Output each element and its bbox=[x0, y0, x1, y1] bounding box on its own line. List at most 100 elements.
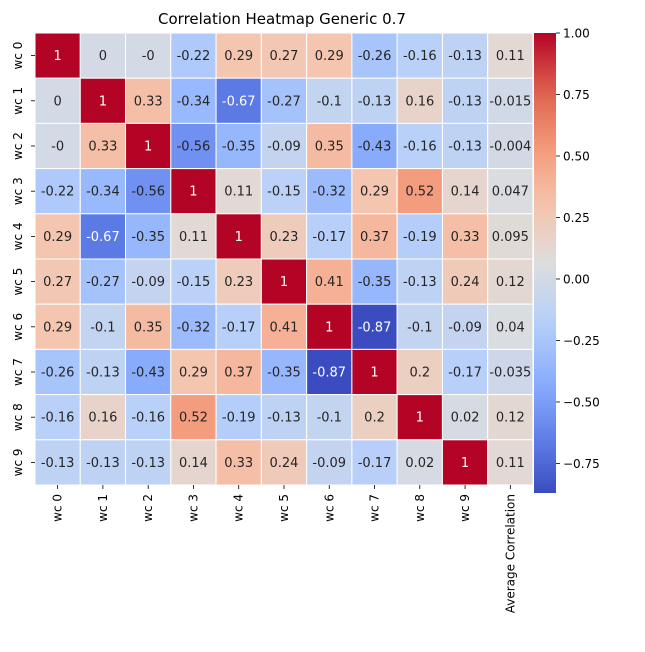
row-tick-label: wc 4 bbox=[11, 222, 25, 250]
cell-value-label: 0 bbox=[53, 94, 61, 109]
cell-value-label: 0.41 bbox=[315, 275, 344, 290]
cell-value-label: 1 bbox=[416, 411, 424, 426]
cell-value-label: -0.17 bbox=[312, 230, 346, 245]
heatmap-cell bbox=[125, 213, 172, 260]
cell-value-label: -0.56 bbox=[131, 185, 165, 200]
cell-value-label: 0.29 bbox=[43, 230, 72, 245]
cell-value-label: -0.87 bbox=[358, 320, 392, 335]
cell-value-label: 0.35 bbox=[134, 320, 163, 335]
heatmap-cell bbox=[215, 348, 262, 396]
cell-value-label: -0.34 bbox=[86, 185, 120, 200]
cell-value-label: -0.32 bbox=[312, 185, 346, 200]
colorbar-tick-label: 0.25 bbox=[563, 211, 590, 225]
heatmap-cell bbox=[34, 213, 81, 260]
row-tick-label: wc 6 bbox=[11, 313, 25, 341]
heatmap-cell bbox=[351, 32, 398, 79]
heatmap-cell bbox=[396, 213, 443, 260]
row-tick-label: wc 8 bbox=[11, 403, 25, 431]
heatmap-cell bbox=[215, 77, 262, 124]
heatmap-cell bbox=[487, 348, 534, 396]
cell-value-label: -0.09 bbox=[312, 456, 346, 471]
column-tick-label: wc 5 bbox=[277, 494, 291, 522]
cell-value-label: 0.33 bbox=[451, 230, 480, 245]
heatmap-cell bbox=[396, 168, 443, 215]
cell-value-label: 0.52 bbox=[405, 185, 434, 200]
heatmap-cell bbox=[351, 439, 398, 486]
column-tick-label: wc 8 bbox=[413, 494, 427, 522]
cell-value-label: -0.16 bbox=[41, 411, 75, 426]
cell-value-label: -0.67 bbox=[86, 230, 120, 245]
cell-value-label: -0.32 bbox=[177, 320, 211, 335]
cell-value-label: 0.23 bbox=[270, 230, 299, 245]
cell-value-label: -0.015 bbox=[489, 94, 531, 109]
cell-value-label: -0.16 bbox=[403, 49, 437, 64]
heatmap-cell bbox=[396, 303, 443, 350]
heatmap-cell bbox=[170, 213, 217, 260]
row-tick-labels: wc 0 wc 1 wc 2 wc 3 wc 4 wc 5 wc 6 wc 7 wc 8 wc 9 bbox=[11, 42, 35, 476]
chart-title: Correlation Heatmap Generic 0.7 bbox=[158, 10, 406, 28]
heatmap-cell bbox=[487, 258, 534, 305]
row-tick-label: wc 7 bbox=[11, 358, 25, 386]
cell-value-label: -0.26 bbox=[358, 49, 392, 64]
cell-value-label: -0.1 bbox=[317, 411, 342, 426]
cell-value-label: -0.035 bbox=[489, 366, 531, 381]
cell-value-label: 0.23 bbox=[224, 275, 253, 290]
column-tick-label: wc 9 bbox=[458, 494, 472, 522]
cell-value-label: 0.11 bbox=[496, 49, 525, 64]
column-tick-labels: wc 0 wc 1 wc 2 wc 3 wc 4 wc 5 wc 6 wc 7 wc 8 wc 9… bbox=[51, 485, 517, 613]
cell-value-label: 0.2 bbox=[364, 411, 385, 426]
heatmap-cell bbox=[487, 32, 534, 79]
cell-value-label: -0.56 bbox=[177, 140, 211, 155]
cell-value-label: -0.15 bbox=[267, 185, 301, 200]
cell-value-label: -0.13 bbox=[448, 94, 482, 109]
colorbar-tick-label: 0.50 bbox=[563, 149, 590, 163]
cell-value-label: 0.29 bbox=[43, 320, 72, 335]
cell-value-label: -0.17 bbox=[222, 320, 256, 335]
heatmap-cell bbox=[34, 394, 81, 441]
cell-value-label: -0.13 bbox=[86, 366, 120, 381]
heatmap-cell bbox=[441, 168, 489, 215]
heatmap-cell bbox=[441, 77, 489, 124]
cell-value-label: 1 bbox=[280, 275, 288, 290]
heatmap-cell bbox=[260, 213, 308, 260]
heatmap-cell bbox=[125, 439, 172, 486]
cell-value-label: 0.27 bbox=[43, 275, 72, 290]
column-tick-label: wc 2 bbox=[141, 494, 155, 522]
heatmap-cell bbox=[487, 394, 534, 441]
colorbar-tick-label: 0.00 bbox=[563, 272, 590, 286]
heatmap-cell bbox=[79, 348, 127, 396]
cell-value-label: -0.27 bbox=[86, 275, 120, 290]
cell-value-label: 0.02 bbox=[451, 411, 480, 426]
cell-value-label: 0.29 bbox=[315, 49, 344, 64]
cell-value-label: -0.13 bbox=[41, 456, 75, 471]
colorbar-tick-label: −0.25 bbox=[563, 334, 600, 348]
heatmap-cell bbox=[396, 258, 443, 305]
heatmap-cell bbox=[396, 77, 443, 124]
column-tick-label: wc 1 bbox=[96, 494, 110, 522]
cell-value-label: 0.12 bbox=[496, 275, 525, 290]
cell-value-label: 0.11 bbox=[224, 185, 253, 200]
heatmap-cell bbox=[170, 348, 217, 396]
heatmap-cell bbox=[441, 348, 489, 396]
heatmap-cell bbox=[441, 213, 489, 260]
cell-value-label: 1 bbox=[461, 456, 469, 471]
cell-value-label: -0.13 bbox=[267, 411, 301, 426]
heatmap-cell bbox=[306, 348, 353, 396]
column-tick-label: wc 6 bbox=[322, 494, 336, 522]
heatmap-cell bbox=[260, 439, 308, 486]
cell-value-label: 1 bbox=[53, 49, 61, 64]
cell-value-label: 0.095 bbox=[492, 230, 529, 245]
cell-value-label: 0.24 bbox=[451, 275, 480, 290]
heatmap-cell bbox=[34, 32, 81, 79]
heatmap-cell bbox=[487, 122, 534, 170]
cell-value-label: -0.35 bbox=[222, 140, 256, 155]
cell-value-label: -0.09 bbox=[131, 275, 165, 290]
row-tick-label: wc 0 bbox=[11, 42, 25, 70]
cell-value-label: 1 bbox=[144, 140, 152, 155]
cell-value-label: 1 bbox=[325, 320, 333, 335]
cell-value-label: -0.35 bbox=[267, 366, 301, 381]
cell-value-label: -0.1 bbox=[407, 320, 432, 335]
cell-value-label: -0.87 bbox=[312, 366, 346, 381]
cell-value-label: -0.1 bbox=[317, 94, 342, 109]
